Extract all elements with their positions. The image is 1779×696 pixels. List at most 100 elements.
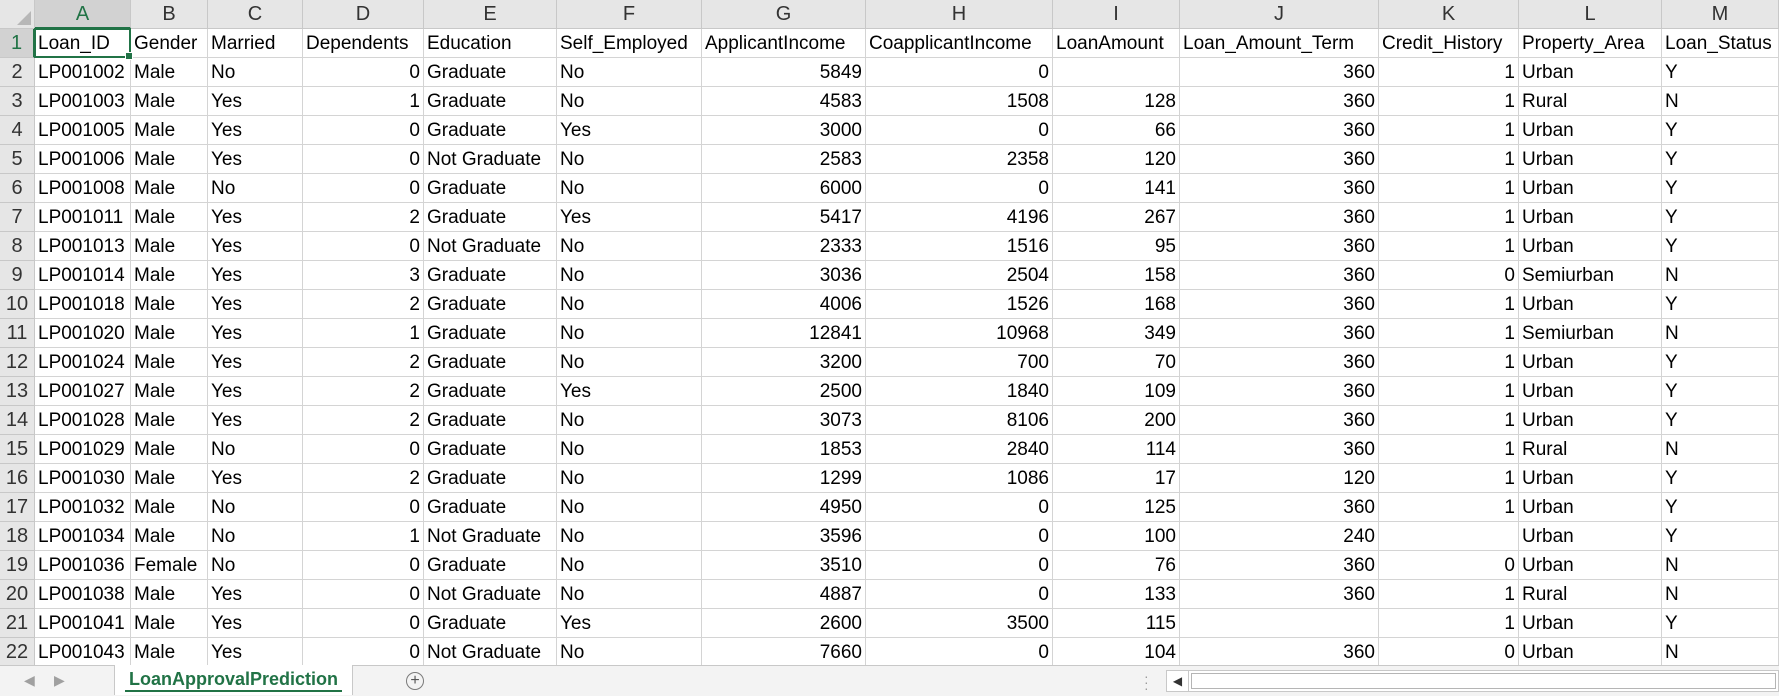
table-cell[interactable]: No: [557, 290, 702, 319]
table-cell[interactable]: 360: [1180, 232, 1379, 261]
row-header-22[interactable]: 22: [0, 638, 35, 667]
table-cell[interactable]: No: [208, 435, 303, 464]
table-cell[interactable]: Y: [1662, 493, 1779, 522]
table-cell[interactable]: 360: [1180, 435, 1379, 464]
table-cell[interactable]: 360: [1180, 406, 1379, 435]
table-cell[interactable]: No: [208, 174, 303, 203]
table-cell[interactable]: LP001032: [35, 493, 131, 522]
table-cell[interactable]: 0: [303, 58, 424, 87]
table-cell[interactable]: 1: [1379, 174, 1519, 203]
table-cell[interactable]: No: [557, 493, 702, 522]
table-cell[interactable]: Urban: [1519, 638, 1662, 667]
table-cell[interactable]: Graduate: [424, 87, 557, 116]
column-header-j[interactable]: J: [1180, 0, 1379, 29]
table-cell[interactable]: Female: [131, 551, 208, 580]
header-cell[interactable]: Property_Area: [1519, 29, 1662, 58]
column-header-a[interactable]: A: [35, 0, 131, 29]
table-cell[interactable]: 2: [303, 290, 424, 319]
scroll-left-button[interactable]: ◀: [1167, 671, 1189, 691]
table-cell[interactable]: Male: [131, 377, 208, 406]
horizontal-scrollbar[interactable]: ◀: [1166, 670, 1779, 692]
header-cell[interactable]: Loan_Amount_Term: [1180, 29, 1379, 58]
table-cell[interactable]: 2600: [702, 609, 866, 638]
table-cell[interactable]: Graduate: [424, 203, 557, 232]
table-cell[interactable]: 360: [1180, 203, 1379, 232]
row-header-9[interactable]: 9: [0, 261, 35, 290]
table-cell[interactable]: Semiurban: [1519, 261, 1662, 290]
table-cell[interactable]: Urban: [1519, 522, 1662, 551]
table-cell[interactable]: 3500: [866, 609, 1053, 638]
column-header-c[interactable]: C: [208, 0, 303, 29]
row-header-14[interactable]: 14: [0, 406, 35, 435]
table-cell[interactable]: 168: [1053, 290, 1180, 319]
table-cell[interactable]: Urban: [1519, 348, 1662, 377]
table-cell[interactable]: 360: [1180, 580, 1379, 609]
table-cell[interactable]: N: [1662, 638, 1779, 667]
table-cell[interactable]: 0: [303, 493, 424, 522]
table-cell[interactable]: 2358: [866, 145, 1053, 174]
table-cell[interactable]: Male: [131, 464, 208, 493]
table-cell[interactable]: Yes: [208, 116, 303, 145]
table-cell[interactable]: 3596: [702, 522, 866, 551]
table-cell[interactable]: No: [557, 145, 702, 174]
table-cell[interactable]: 1: [1379, 435, 1519, 464]
table-cell[interactable]: No: [557, 58, 702, 87]
table-cell[interactable]: 133: [1053, 580, 1180, 609]
table-cell[interactable]: 1: [1379, 232, 1519, 261]
table-cell[interactable]: No: [557, 319, 702, 348]
table-cell[interactable]: No: [557, 232, 702, 261]
table-cell[interactable]: 0: [866, 174, 1053, 203]
table-cell[interactable]: No: [557, 551, 702, 580]
table-cell[interactable]: Yes: [208, 609, 303, 638]
table-cell[interactable]: 114: [1053, 435, 1180, 464]
table-cell[interactable]: Urban: [1519, 290, 1662, 319]
table-cell[interactable]: LP001029: [35, 435, 131, 464]
table-cell[interactable]: Urban: [1519, 58, 1662, 87]
table-cell[interactable]: Y: [1662, 174, 1779, 203]
column-header-e[interactable]: E: [424, 0, 557, 29]
table-cell[interactable]: 2: [303, 203, 424, 232]
table-cell[interactable]: 1: [1379, 580, 1519, 609]
table-cell[interactable]: Yes: [208, 232, 303, 261]
table-cell[interactable]: No: [557, 406, 702, 435]
sheet-tab-active[interactable]: LoanApprovalPrediction: [114, 665, 354, 695]
table-cell[interactable]: 70: [1053, 348, 1180, 377]
table-cell[interactable]: LP001002: [35, 58, 131, 87]
row-header-15[interactable]: 15: [0, 435, 35, 464]
table-cell[interactable]: Urban: [1519, 464, 1662, 493]
table-cell[interactable]: 0: [303, 609, 424, 638]
table-cell[interactable]: 12841: [702, 319, 866, 348]
table-cell[interactable]: 104: [1053, 638, 1180, 667]
table-cell[interactable]: No: [557, 580, 702, 609]
table-cell[interactable]: Not Graduate: [424, 232, 557, 261]
table-cell[interactable]: 0: [866, 116, 1053, 145]
table-cell[interactable]: LP001014: [35, 261, 131, 290]
table-cell[interactable]: Urban: [1519, 609, 1662, 638]
table-cell[interactable]: Yes: [557, 203, 702, 232]
table-cell[interactable]: No: [557, 261, 702, 290]
table-cell[interactable]: Male: [131, 609, 208, 638]
table-cell[interactable]: N: [1662, 261, 1779, 290]
table-cell[interactable]: 2504: [866, 261, 1053, 290]
table-cell[interactable]: Yes: [208, 87, 303, 116]
table-cell[interactable]: LP001018: [35, 290, 131, 319]
table-cell[interactable]: 76: [1053, 551, 1180, 580]
table-cell[interactable]: No: [557, 464, 702, 493]
row-header-8[interactable]: 8: [0, 232, 35, 261]
column-header-f[interactable]: F: [557, 0, 702, 29]
table-cell[interactable]: 360: [1180, 145, 1379, 174]
table-cell[interactable]: LP001020: [35, 319, 131, 348]
table-cell[interactable]: Male: [131, 522, 208, 551]
table-cell[interactable]: 1: [303, 522, 424, 551]
table-cell[interactable]: 0: [866, 580, 1053, 609]
table-cell[interactable]: 1526: [866, 290, 1053, 319]
table-cell[interactable]: Y: [1662, 290, 1779, 319]
table-cell[interactable]: Graduate: [424, 406, 557, 435]
table-cell[interactable]: Male: [131, 232, 208, 261]
table-cell[interactable]: Male: [131, 435, 208, 464]
table-cell[interactable]: 17: [1053, 464, 1180, 493]
table-cell[interactable]: 360: [1180, 174, 1379, 203]
table-cell[interactable]: Yes: [208, 261, 303, 290]
table-cell[interactable]: 1516: [866, 232, 1053, 261]
table-cell[interactable]: 3036: [702, 261, 866, 290]
